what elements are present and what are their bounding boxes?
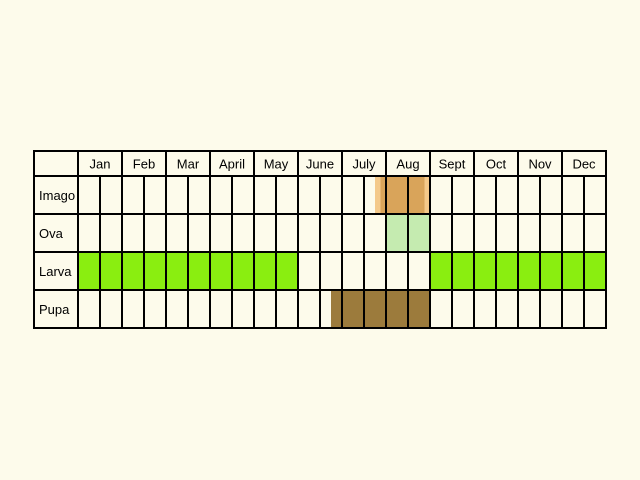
month-label: Dec xyxy=(572,157,596,172)
month-label: July xyxy=(352,157,376,172)
month-header-row: Jan Feb Mar April May June July Aug Sept Oct Nov De… xyxy=(90,157,597,172)
month-label: Mar xyxy=(177,157,200,172)
stage-label: Larva xyxy=(39,264,72,279)
month-label: Sept xyxy=(439,157,466,172)
month-label: Feb xyxy=(133,157,155,172)
period-fill-pupa xyxy=(331,290,430,328)
month-label: Nov xyxy=(528,157,552,172)
stage-label: Pupa xyxy=(39,302,70,317)
period-fill-imago xyxy=(380,176,425,214)
month-label: June xyxy=(306,157,334,172)
month-label: April xyxy=(219,157,245,172)
month-label: Oct xyxy=(486,157,507,172)
stage-label: Ova xyxy=(39,226,64,241)
month-label: Jan xyxy=(90,157,111,172)
stage-label: Imago xyxy=(39,188,75,203)
month-label: May xyxy=(264,157,289,172)
calendar-grid xyxy=(33,150,607,329)
month-label: Aug xyxy=(396,157,419,172)
stage-label-column: Imago Ova Larva Pupa xyxy=(39,188,75,317)
